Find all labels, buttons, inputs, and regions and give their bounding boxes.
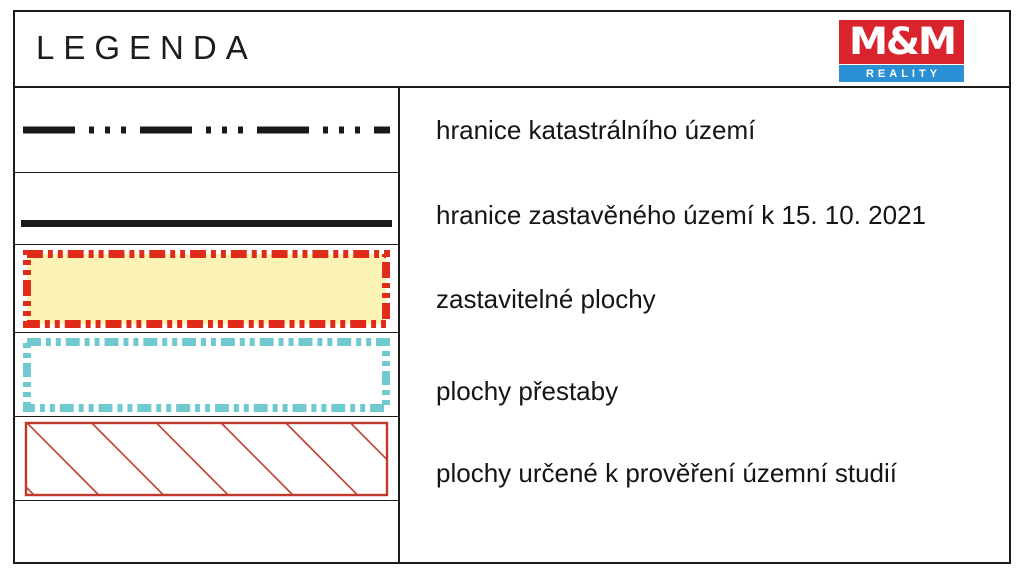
legend-label-territorial-study-areas: plochy určené k prověření územní studií bbox=[436, 458, 898, 488]
logo-secondary-text: REALITY bbox=[865, 67, 942, 80]
legend-symbol-builtup-boundary bbox=[15, 173, 398, 245]
legend-label-redevelopment-areas: plochy přestaby bbox=[436, 376, 619, 406]
cyan-dashdot-box-icon bbox=[23, 337, 390, 412]
dash-dot-line-icon bbox=[23, 126, 390, 134]
legend-symbol-cadastral-boundary bbox=[15, 88, 398, 173]
solid-line-icon bbox=[21, 220, 392, 227]
legend-label-column: hranice katastrálního území hranice zast… bbox=[400, 88, 1009, 562]
logo-red-block: M&M bbox=[839, 20, 964, 64]
legend-symbol-empty-row bbox=[15, 501, 398, 566]
legend-symbol-territorial-study-areas bbox=[15, 417, 398, 501]
legend-symbol-redevelopment-areas bbox=[15, 333, 398, 417]
legend-label-cadastral-boundary: hranice katastrálního území bbox=[436, 115, 756, 145]
legend-frame: LEGENDA M&M REALITY bbox=[13, 10, 1011, 564]
hatched-box-icon bbox=[23, 420, 390, 498]
legend-symbol-column bbox=[15, 88, 400, 562]
legend-label-builtup-boundary: hranice zastavěného území k 15. 10. 2021 bbox=[436, 200, 926, 230]
legend-header: LEGENDA M&M REALITY bbox=[15, 12, 1009, 88]
mm-reality-logo: M&M REALITY bbox=[839, 20, 964, 82]
logo-blue-block: REALITY bbox=[839, 65, 964, 82]
legend-label-developable-areas: zastavitelné plochy bbox=[436, 284, 656, 314]
yellow-dashdot-box-icon bbox=[23, 249, 390, 328]
logo-primary-text: M&M bbox=[848, 20, 957, 63]
page-title: LEGENDA bbox=[36, 29, 257, 66]
legend-symbol-developable-areas bbox=[15, 245, 398, 333]
legend-body: hranice katastrálního území hranice zast… bbox=[15, 88, 1009, 562]
